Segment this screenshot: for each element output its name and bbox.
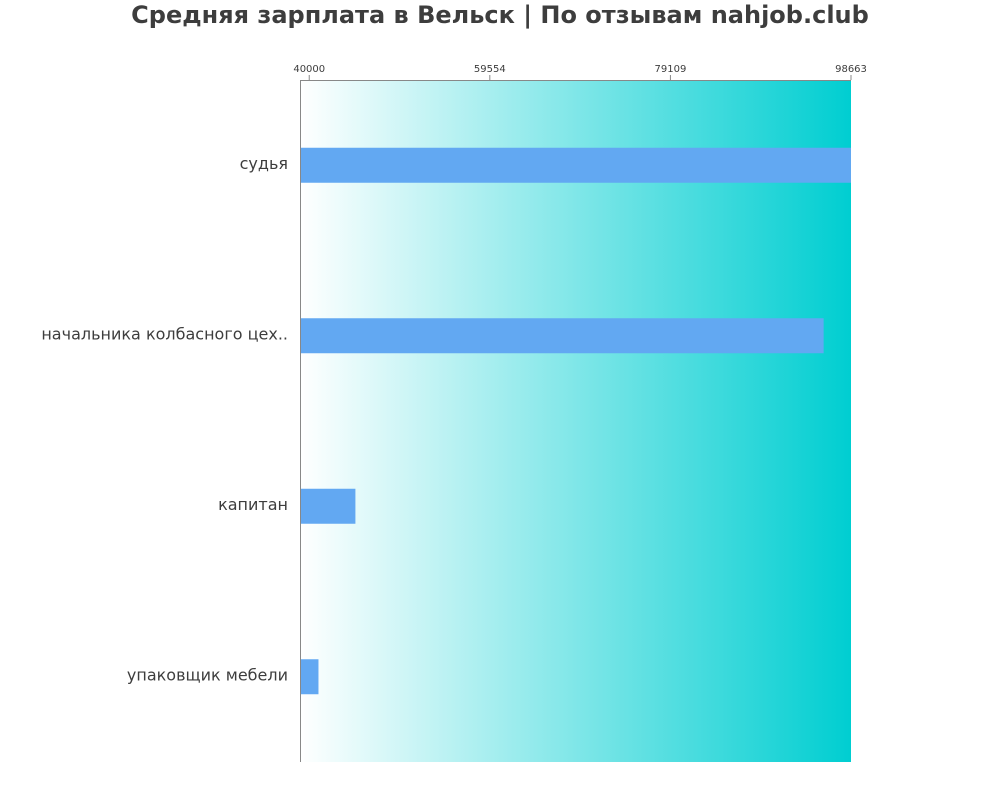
bar-2 (300, 488, 356, 524)
labels-layer: судья начальника колбасного цех.. капитан у… (41, 64, 867, 684)
axes-layer (300, 75, 852, 762)
bar-0 (300, 147, 851, 183)
category-label-3: упаковщик мебели (127, 665, 288, 684)
plot-background (300, 80, 851, 762)
chart-title: Средняя зарплата в Вельск | По отзывам n… (131, 1, 869, 29)
category-label-2: капитан (218, 495, 288, 514)
category-label-0: судья (240, 154, 288, 173)
x-tick-label-1: 59554 (474, 64, 506, 75)
x-tick-label-2: 79109 (655, 64, 687, 75)
x-tick-label-3: 98663 (835, 64, 867, 75)
x-tick-label-0: 40000 (293, 64, 325, 75)
bar-1 (300, 318, 824, 354)
category-label-1: начальника колбасного цех.. (41, 324, 288, 343)
bars-layer (300, 147, 851, 695)
bar-3 (300, 659, 319, 695)
